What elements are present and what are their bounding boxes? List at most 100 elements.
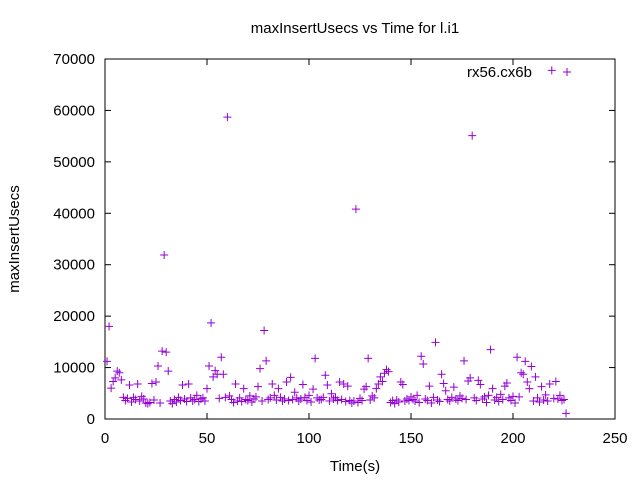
- legend: rx56.cx6b: [467, 64, 571, 81]
- data-point: [129, 393, 138, 402]
- data-point: [237, 397, 246, 406]
- data-point: [168, 399, 177, 408]
- data-point: [557, 396, 566, 405]
- data-point: [249, 394, 258, 403]
- data-point: [178, 381, 187, 390]
- data-point: [121, 396, 130, 405]
- data-point: [415, 398, 424, 407]
- data-point: [513, 353, 522, 362]
- data-point: [339, 380, 348, 389]
- x-axis-label: Time(s): [330, 458, 380, 475]
- data-point: [343, 382, 352, 391]
- data-point: [152, 377, 160, 386]
- x-tick-label: 0: [101, 430, 109, 447]
- y-tick-label: 20000: [53, 308, 95, 325]
- data-point: [127, 398, 136, 407]
- data-point: [356, 394, 364, 403]
- data-point: [156, 399, 165, 408]
- data-point: [290, 388, 299, 397]
- data-point: [419, 359, 428, 368]
- data-point: [539, 395, 548, 404]
- data-point: [409, 395, 418, 404]
- data-point: [258, 397, 267, 405]
- data-point: [476, 380, 485, 389]
- data-point: [149, 395, 158, 404]
- data-point: [425, 382, 434, 391]
- data-point: [141, 399, 150, 408]
- data-point: [219, 370, 228, 379]
- data-point: [298, 380, 307, 389]
- data-point: [515, 392, 524, 401]
- y-tick-label: 50000: [53, 154, 95, 171]
- data-point: [517, 368, 526, 377]
- data-point: [190, 395, 199, 404]
- y-tick-label: 10000: [53, 360, 95, 377]
- data-point: [380, 369, 389, 378]
- data-point: [231, 380, 240, 389]
- data-point: [482, 398, 491, 407]
- data-point: [309, 385, 318, 394]
- data-point: [445, 397, 454, 405]
- data-point: [311, 354, 320, 363]
- y-tick-label: 70000: [53, 51, 95, 68]
- data-point: [427, 399, 436, 408]
- data-point: [443, 395, 452, 404]
- data-point: [317, 395, 326, 404]
- data-point: [305, 391, 313, 400]
- data-point: [274, 384, 283, 393]
- data-point: [368, 391, 377, 400]
- data-point: [176, 396, 185, 405]
- axes: 0 50 100 150 200 250 0 10000 20000 30000 40000 5000…: [53, 51, 627, 447]
- data-point: [200, 397, 209, 405]
- data-point: [537, 382, 546, 391]
- data-point: [437, 370, 446, 379]
- data-point: [484, 391, 493, 400]
- data-point: [154, 362, 163, 371]
- data-point: [453, 396, 462, 405]
- data-point: [296, 394, 305, 403]
- data-point: [417, 352, 426, 361]
- data-point: [545, 380, 554, 389]
- data-point: [378, 377, 387, 386]
- data-point: [494, 397, 503, 406]
- data-point: [370, 393, 379, 402]
- data-point: [523, 377, 532, 386]
- data-point: [282, 377, 291, 386]
- data-point: [245, 391, 254, 400]
- data-point: [239, 384, 248, 393]
- data-point: [466, 373, 475, 382]
- data-point: [358, 396, 367, 405]
- data-point: [390, 399, 399, 408]
- data-point: [462, 395, 471, 404]
- data-point: [123, 394, 132, 403]
- chart-title: maxInsertUsecs vs Time for l.i1: [251, 20, 459, 37]
- data-point: [335, 377, 344, 386]
- data-point: [321, 371, 330, 380]
- data-point: [555, 391, 564, 400]
- data-point: [203, 384, 211, 393]
- data-point: [286, 373, 295, 382]
- data-point: [392, 395, 401, 404]
- data-point: [215, 394, 224, 403]
- data-point: [458, 394, 466, 403]
- data-point: [411, 397, 420, 405]
- data-point: [302, 396, 311, 405]
- data-point: [511, 399, 520, 408]
- data-point: [172, 398, 181, 407]
- data-point: [543, 397, 552, 405]
- data-point: [372, 384, 381, 393]
- y-tick-label: 0: [87, 411, 95, 428]
- data-point: [451, 394, 460, 403]
- data-point: [211, 366, 220, 375]
- data-point: [327, 389, 336, 398]
- data-point: [270, 391, 279, 400]
- data-point: [205, 362, 214, 371]
- data-point: [441, 386, 450, 395]
- data-point: [429, 393, 438, 402]
- data-point: [160, 250, 169, 259]
- data-point: [251, 392, 260, 401]
- data-point: [541, 390, 550, 399]
- data-point: [562, 409, 571, 418]
- x-tick-label: 50: [199, 430, 216, 447]
- data-point: [113, 367, 122, 376]
